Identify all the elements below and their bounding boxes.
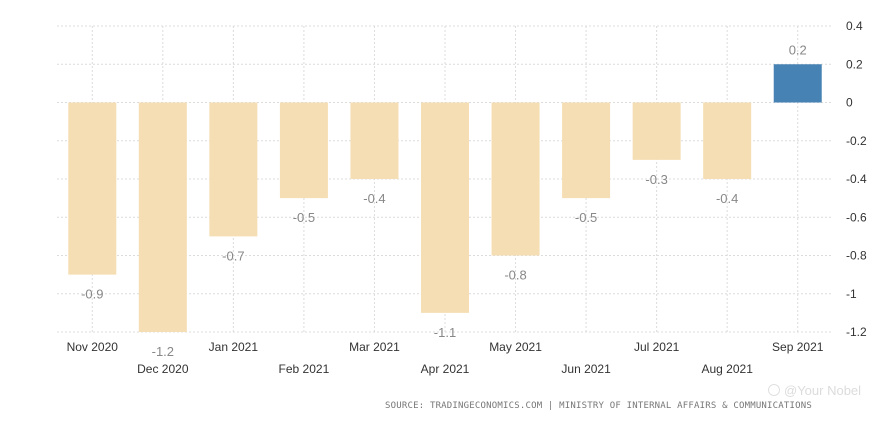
watermark-text: @Your Nobel <box>784 383 862 398</box>
bar <box>350 102 399 179</box>
data-label: -0.5 <box>293 210 315 225</box>
x-tick-label: Jan 2021 <box>209 340 259 354</box>
x-tick-label: Mar 2021 <box>349 340 400 354</box>
y-tick-label: -1.2 <box>846 325 867 339</box>
x-tick-label: Nov 2020 <box>67 340 119 354</box>
bar <box>562 102 611 199</box>
bar <box>632 102 681 160</box>
y-axis-labels: 0.4 0.2 0 -0.2 -0.4 -0.6 -0.8 -1 -1.2 <box>846 19 867 339</box>
x-tick-label: Feb 2021 <box>279 362 330 376</box>
bar <box>209 102 258 237</box>
value-labels: -0.9 -1.2 -0.7 -0.5 -0.4 -1.1 -0.8 -0.5 -0.3 -0.4… <box>81 42 807 359</box>
watermark-icon <box>768 384 780 396</box>
x-tick-label: May 2021 <box>489 340 542 354</box>
data-label: -1.2 <box>152 344 174 359</box>
y-tick-label: 0.4 <box>846 19 863 33</box>
watermark: @Your Nobel <box>768 383 861 398</box>
data-label: -0.8 <box>504 268 526 283</box>
bar <box>421 102 469 313</box>
data-label: 0.2 <box>789 42 807 57</box>
y-tick-label: -0.4 <box>846 172 867 186</box>
data-label: -0.4 <box>363 191 385 206</box>
bar <box>279 102 328 199</box>
x-tick-label: Jul 2021 <box>634 340 680 354</box>
source-note: SOURCE: TRADINGECONOMICS.COM | MINISTRY … <box>385 401 813 411</box>
data-label: -0.3 <box>645 172 667 187</box>
data-label: -0.9 <box>81 287 103 302</box>
x-tick-label: Jun 2021 <box>561 362 611 376</box>
bars <box>68 64 822 332</box>
x-axis-labels: Nov 2020 Dec 2020 Jan 2021 Feb 2021 Mar 2021… <box>67 340 824 376</box>
bar <box>68 102 117 275</box>
x-tick-label: Aug 2021 <box>701 362 753 376</box>
data-label: -0.4 <box>716 191 738 206</box>
data-label: -1.1 <box>434 325 456 340</box>
y-tick-label: -0.2 <box>846 134 867 148</box>
data-label: -0.5 <box>575 210 597 225</box>
bar <box>491 102 540 256</box>
x-tick-label: Sep 2021 <box>772 340 824 354</box>
y-tick-label: 0.2 <box>846 57 863 71</box>
bar <box>773 64 822 103</box>
x-tick-label: Apr 2021 <box>421 362 470 376</box>
y-tick-label: -0.6 <box>846 210 867 224</box>
y-tick-label: 0 <box>846 96 853 110</box>
x-tick-label: Dec 2020 <box>137 362 189 376</box>
y-tick-label: -1 <box>846 287 857 301</box>
y-tick-label: -0.8 <box>846 249 867 263</box>
bar <box>138 102 187 332</box>
bar <box>703 102 752 179</box>
data-label: -0.7 <box>222 248 244 263</box>
